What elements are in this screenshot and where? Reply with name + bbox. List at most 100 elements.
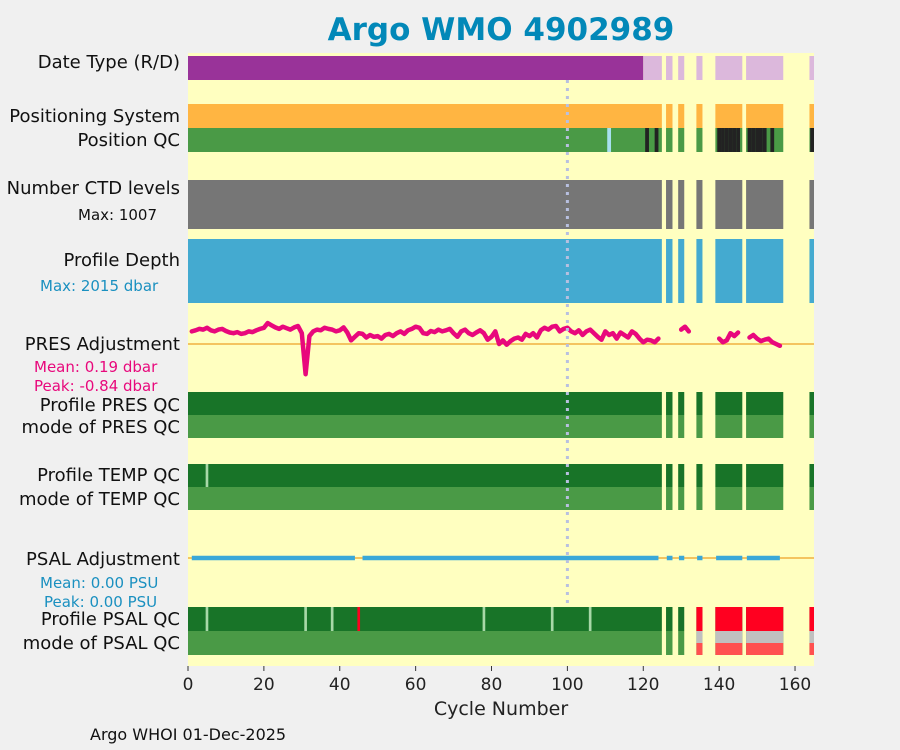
- profile-psal-qc-bar-0: [188, 607, 662, 631]
- position-qc-bar-3: [696, 128, 703, 152]
- profile-temp-qc-bar-0: [188, 464, 662, 487]
- positioning-bar-5: [746, 104, 784, 128]
- profile-pres-qc-bar-4: [715, 392, 743, 415]
- position-qc-bar-1: [666, 128, 673, 152]
- position-qc-flag-6: [728, 128, 733, 152]
- pres-adjustment-mean: Mean: 0.19 dbar: [34, 358, 158, 376]
- label-psal-adjustment: PSAL Adjustment: [25, 549, 180, 570]
- psal-mode-red-4: [715, 643, 743, 655]
- label-mode-pres-qc: mode of PRES QC: [21, 417, 180, 438]
- label-profile-psal-qc: Profile PSAL QC: [40, 609, 180, 630]
- positioning-bar-3: [696, 104, 703, 128]
- x-tick-label: 160: [778, 675, 812, 695]
- ctd-levels-bar-2: [678, 180, 685, 229]
- profile-temp-qc-bar-2: [678, 464, 685, 487]
- position-qc-bar-2: [678, 128, 685, 152]
- mode-pres-qc-bar-1: [666, 415, 673, 438]
- position-qc-flag-5: [724, 128, 729, 152]
- psal-mode-gray-4: [715, 631, 743, 643]
- position-qc-flag-2: [654, 128, 659, 152]
- mode-temp-qc-bar-4: [715, 487, 743, 510]
- psal-qc-red-late-4: [715, 607, 743, 631]
- positioning-bar-4: [715, 104, 743, 128]
- ctd-levels-bar-3: [696, 180, 703, 229]
- ctd-levels-bar-4: [715, 180, 743, 229]
- psal-mode-gray-3: [696, 631, 703, 643]
- psal-qc-light-5: [588, 607, 592, 631]
- temp-qc-light-0: [205, 464, 209, 487]
- position-qc-flag-1: [645, 128, 649, 152]
- profile-depth-bar-3: [696, 239, 703, 303]
- psal-adjustment-peak: Peak: 0.00 PSU: [44, 593, 158, 611]
- positioning-bar-2: [678, 104, 685, 128]
- psal-mode-gray-6: [809, 631, 814, 643]
- profile-depth-bar-4: [715, 239, 743, 303]
- date-type-light-1: [666, 56, 673, 80]
- x-tick-label: 40: [328, 675, 351, 695]
- position-qc-flag-12: [758, 128, 763, 152]
- footer-credit: Argo WHOI 01-Dec-2025: [90, 725, 287, 744]
- mode-temp-qc-bar-3: [696, 487, 703, 510]
- psal-adjustment-mean: Mean: 0.00 PSU: [40, 574, 159, 592]
- mode-temp-qc-bar-0: [188, 487, 662, 510]
- ctd-levels-max: Max: 1007: [78, 206, 158, 224]
- profile-temp-qc-bar-5: [746, 464, 784, 487]
- position-qc-flag-15: [810, 128, 814, 152]
- label-number-ctd-levels: Number CTD levels: [6, 178, 180, 199]
- profile-pres-qc-bar-3: [696, 392, 703, 415]
- ctd-levels-bar-5: [746, 180, 784, 229]
- pres-adjustment-peak: Peak: -0.84 dbar: [34, 377, 158, 395]
- position-qc-flag-14: [770, 128, 775, 152]
- mode-temp-qc-bar-2: [678, 487, 685, 510]
- mode-pres-qc-bar-5: [746, 415, 784, 438]
- x-tick-label: 120: [627, 675, 660, 695]
- x-tick-label: 80: [480, 675, 503, 695]
- position-qc-flag-8: [736, 128, 741, 152]
- date-type-light-4: [715, 56, 743, 80]
- mode-psal-qc-bar-0: [188, 631, 662, 655]
- psal-qc-light-4: [550, 607, 554, 631]
- adjustment-series: [188, 320, 814, 561]
- positioning-bar-0: [188, 104, 662, 128]
- profile-temp-qc-bar-3: [696, 464, 703, 487]
- mode-pres-qc-bar-3: [696, 415, 703, 438]
- psal-qc-red-late-6: [809, 607, 814, 631]
- profile-depth-max: Max: 2015 dbar: [40, 277, 159, 295]
- label-profile-temp-qc: Profile TEMP QC: [37, 465, 180, 486]
- psal-qc-light-0: [205, 607, 209, 631]
- positioning-bar-6: [809, 104, 814, 128]
- profile-pres-qc-bar-2: [678, 392, 685, 415]
- profile-temp-qc-bar-1: [666, 464, 673, 487]
- mode-psal-qc-bar-2: [678, 631, 685, 655]
- profile-pres-qc-bar-0: [188, 392, 662, 415]
- profile-pres-qc-bar-6: [809, 392, 814, 415]
- position-qc-flag-11: [755, 128, 759, 152]
- psal-mode-red-3: [696, 643, 703, 655]
- date-type-light-2: [678, 56, 685, 80]
- mode-pres-qc-bar-0: [188, 415, 662, 438]
- position-qc-flag-9: [747, 128, 752, 152]
- date-type-light-0: [643, 56, 662, 80]
- x-tick-label: 140: [702, 675, 736, 695]
- profile-depth-bar-1: [666, 239, 673, 303]
- mode-pres-qc-bar-6: [809, 415, 814, 438]
- profile-pres-qc-bar-5: [746, 392, 784, 415]
- x-tick-label: 60: [404, 675, 427, 695]
- psal-qc-red-late-3: [696, 607, 703, 631]
- ctd-levels-bar-1: [666, 180, 673, 229]
- label-mode-temp-qc: mode of TEMP QC: [18, 489, 180, 510]
- x-ticks: [187, 666, 796, 671]
- label-date-type: Date Type (R/D): [37, 52, 180, 73]
- label-position-qc: Position QC: [77, 130, 180, 151]
- label-profile-pres-qc: Profile PRES QC: [39, 395, 180, 416]
- position-qc-flag-4: [721, 128, 725, 152]
- date-type-light-6: [809, 56, 814, 80]
- position-qc-bar-0: [188, 128, 662, 152]
- mode-pres-qc-bar-2: [678, 415, 685, 438]
- row-bars: [188, 56, 814, 655]
- position-qc-flag-10: [751, 128, 756, 152]
- plot-background: [188, 53, 814, 666]
- profile-pres-qc-bar-1: [666, 392, 673, 415]
